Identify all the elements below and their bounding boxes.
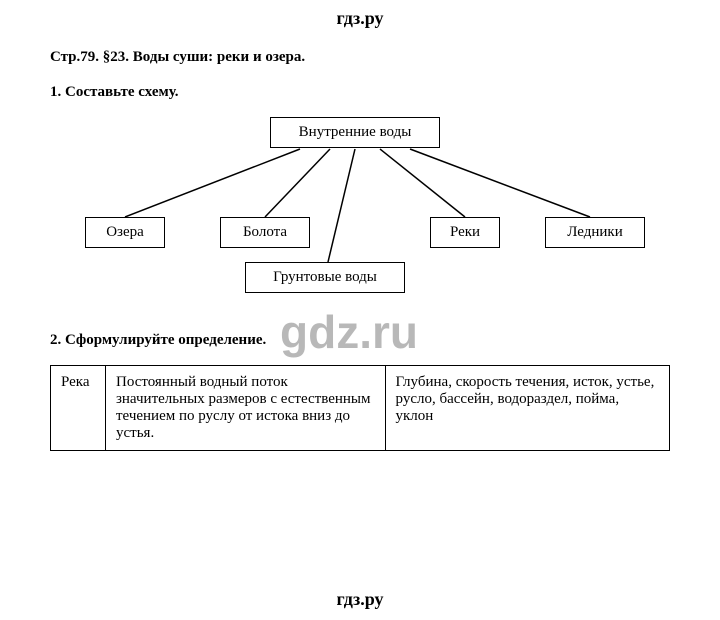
table-row: Река Постоянный водный поток значительны… <box>51 366 670 451</box>
content: Стр.79. §23. Воды суши: реки и озера. 1.… <box>0 29 720 451</box>
task2: 2. Сформулируйте определение. Река Посто… <box>50 332 670 451</box>
page-title: Стр.79. §23. Воды суши: реки и озера. <box>50 49 670 66</box>
footer-logo: гдз.ру <box>0 589 720 610</box>
definition-table: Река Постоянный водный поток значительны… <box>50 365 670 451</box>
cell-term: Река <box>51 366 106 451</box>
node-child-1: Болота <box>220 217 310 248</box>
cell-attributes: Глубина, скорость течения, исток, устье,… <box>385 366 669 451</box>
edge <box>265 149 330 217</box>
node-child-0: Озера <box>85 217 165 248</box>
diagram: Внутренние воды Озера Болота Реки Ледник… <box>70 117 650 292</box>
node-child-3: Ледники <box>545 217 645 248</box>
edge <box>328 149 355 262</box>
node-center-child: Грунтовые воды <box>245 262 405 293</box>
cell-definition: Постоянный водный поток значительных раз… <box>105 366 385 451</box>
edge <box>380 149 465 217</box>
edge <box>410 149 590 217</box>
header-logo: гдз.ру <box>0 0 720 29</box>
node-child-2: Реки <box>430 217 500 248</box>
node-root: Внутренние воды <box>270 117 440 148</box>
task1-label: 1. Составьте схему. <box>50 84 670 101</box>
task2-label: 2. Сформулируйте определение. <box>50 332 670 349</box>
edge <box>125 149 300 217</box>
